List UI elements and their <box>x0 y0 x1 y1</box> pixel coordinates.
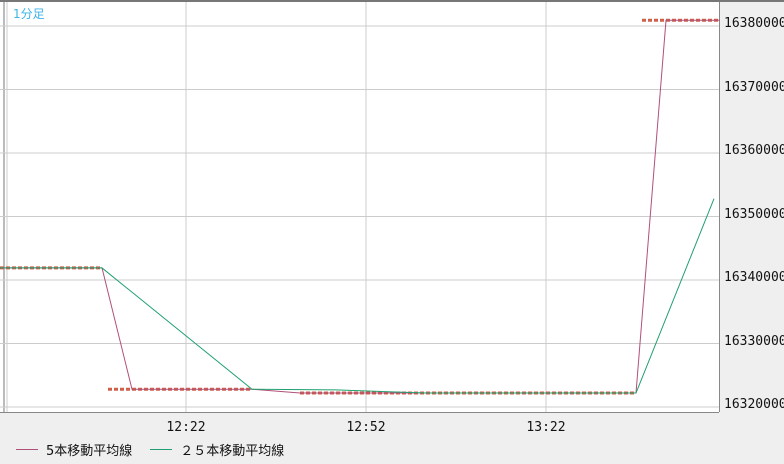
series-line-1 <box>0 198 715 394</box>
chart-title: 1分足 <box>13 7 45 21</box>
legend-item-5ma: 5本移動平均線 <box>16 440 132 459</box>
y-tick-label: 16340000 <box>724 270 784 285</box>
y-tick-label: 16330000 <box>724 333 784 349</box>
y-tick-label: 16370000 <box>724 79 784 95</box>
legend-swatch <box>16 449 38 450</box>
x-tick-label: 12:52 <box>346 420 386 435</box>
y-tick-label: 16380000 <box>724 16 784 31</box>
legend-swatch <box>150 449 173 450</box>
x-tick-label: 13:22 <box>526 420 566 435</box>
plot-area <box>0 2 719 412</box>
legend: 5本移動平均線 ２５本移動平均線 <box>16 440 284 459</box>
legend-label: ２５本移動平均線 <box>180 444 285 459</box>
legend-item-25ma: ２５本移動平均線 <box>150 440 284 459</box>
y-tick-label: 16360000 <box>724 143 784 158</box>
series-line-0 <box>0 19 720 394</box>
x-tick-label: 12:22 <box>166 420 206 435</box>
legend-label: 5本移動平均線 <box>46 444 133 459</box>
y-tick-label: 16320000 <box>724 397 784 412</box>
y-tick-label: 16350000 <box>724 206 784 222</box>
